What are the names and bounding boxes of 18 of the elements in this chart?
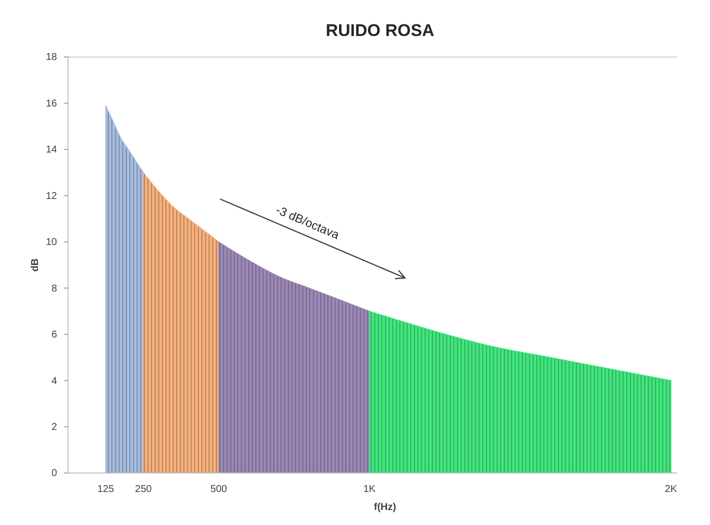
y-tick-label: 2 [51, 422, 58, 433]
x-tick-label: 500 [210, 484, 228, 496]
x-axis-title: f(Hz) [374, 502, 396, 513]
x-tick-label: 1K [363, 484, 376, 496]
y-axis-title: dB [30, 258, 41, 272]
y-tick-label: 4 [51, 376, 58, 387]
x-tick-label: 250 [135, 484, 152, 496]
y-tick-label: 6 [51, 330, 58, 341]
y-tick-label: 16 [46, 98, 58, 110]
y-tick-label: 10 [46, 237, 58, 248]
y-tick-label: 8 [51, 283, 58, 294]
y-tick-label: 14 [46, 144, 58, 156]
y-tick-label: 12 [46, 190, 58, 202]
x-tick-label: 2K [664, 484, 678, 496]
chart-title: RUIDO ROSA [326, 21, 434, 40]
y-tick-label: 0 [51, 468, 58, 480]
x-tick-label: 125 [97, 484, 114, 496]
y-tick-label: 18 [46, 52, 58, 64]
